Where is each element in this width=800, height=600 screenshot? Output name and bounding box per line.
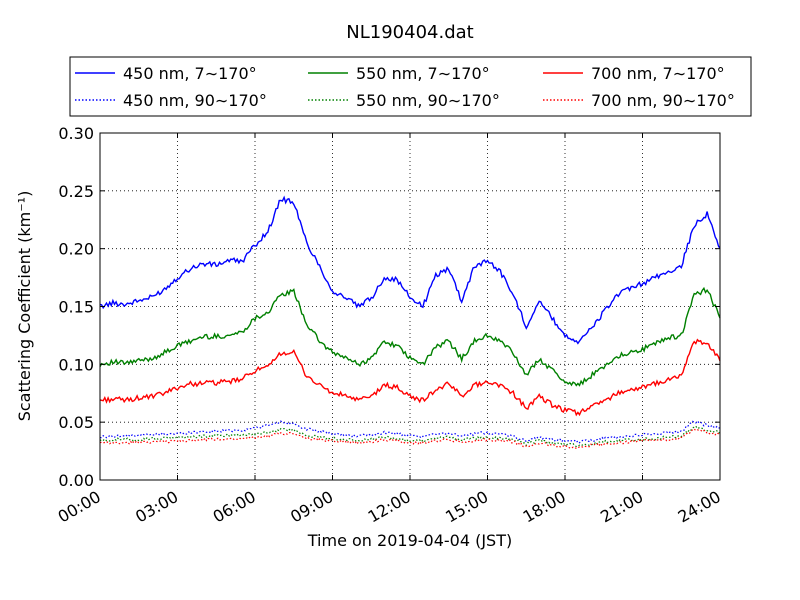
- y-tick-label: 0.00: [58, 471, 94, 490]
- legend-label: 550 nm, 90∼170°: [356, 91, 500, 110]
- y-tick-label: 0.15: [58, 298, 94, 317]
- x-tick-label: 00:00: [55, 487, 104, 527]
- series-line: [99, 338, 721, 417]
- chart-title: NL190404.dat: [346, 22, 473, 43]
- series-line: [99, 420, 721, 444]
- grid: [100, 133, 720, 480]
- x-tick-label: 12:00: [365, 487, 414, 527]
- series-line: [99, 425, 721, 448]
- x-tick-label: 24:00: [675, 487, 724, 527]
- legend-label: 700 nm, 7∼170°: [591, 64, 725, 83]
- legend-label: 700 nm, 90∼170°: [591, 91, 735, 110]
- y-tick-label: 0.25: [58, 182, 94, 201]
- legend-label: 550 nm, 7∼170°: [356, 64, 490, 83]
- y-tick-label: 0.20: [58, 240, 94, 259]
- x-tick-label: 09:00: [287, 487, 336, 527]
- y-tick-label: 0.05: [58, 413, 94, 432]
- x-tick-label: 03:00: [132, 487, 181, 527]
- legend: 450 nm, 7∼170° 550 nm, 7∼170° 700 nm, 7∼17…: [69, 56, 752, 117]
- legend-label: 450 nm, 90∼170°: [123, 91, 267, 110]
- plot-series: [99, 195, 721, 449]
- series-line: [99, 195, 721, 345]
- legend-box: [69, 56, 752, 117]
- legend-label: 450 nm, 7∼170°: [123, 64, 257, 83]
- x-tick-label: 18:00: [520, 487, 569, 527]
- series-line: [99, 286, 721, 387]
- y-tick-label: 0.30: [58, 124, 94, 143]
- y-axis-label: Scattering Coefficient (km⁻¹): [15, 191, 34, 422]
- axis-ticks: 00:00 03:00 06:00 09:00 12:00 15:00 18:00 21:00…: [55, 124, 724, 527]
- y-tick-label: 0.10: [58, 355, 94, 374]
- x-tick-label: 06:00: [210, 487, 259, 527]
- series-line: [99, 428, 721, 449]
- x-tick-label: 21:00: [597, 487, 646, 527]
- x-tick-label: 15:00: [442, 487, 491, 527]
- x-axis-label: Time on 2019-04-04 (JST): [307, 531, 512, 550]
